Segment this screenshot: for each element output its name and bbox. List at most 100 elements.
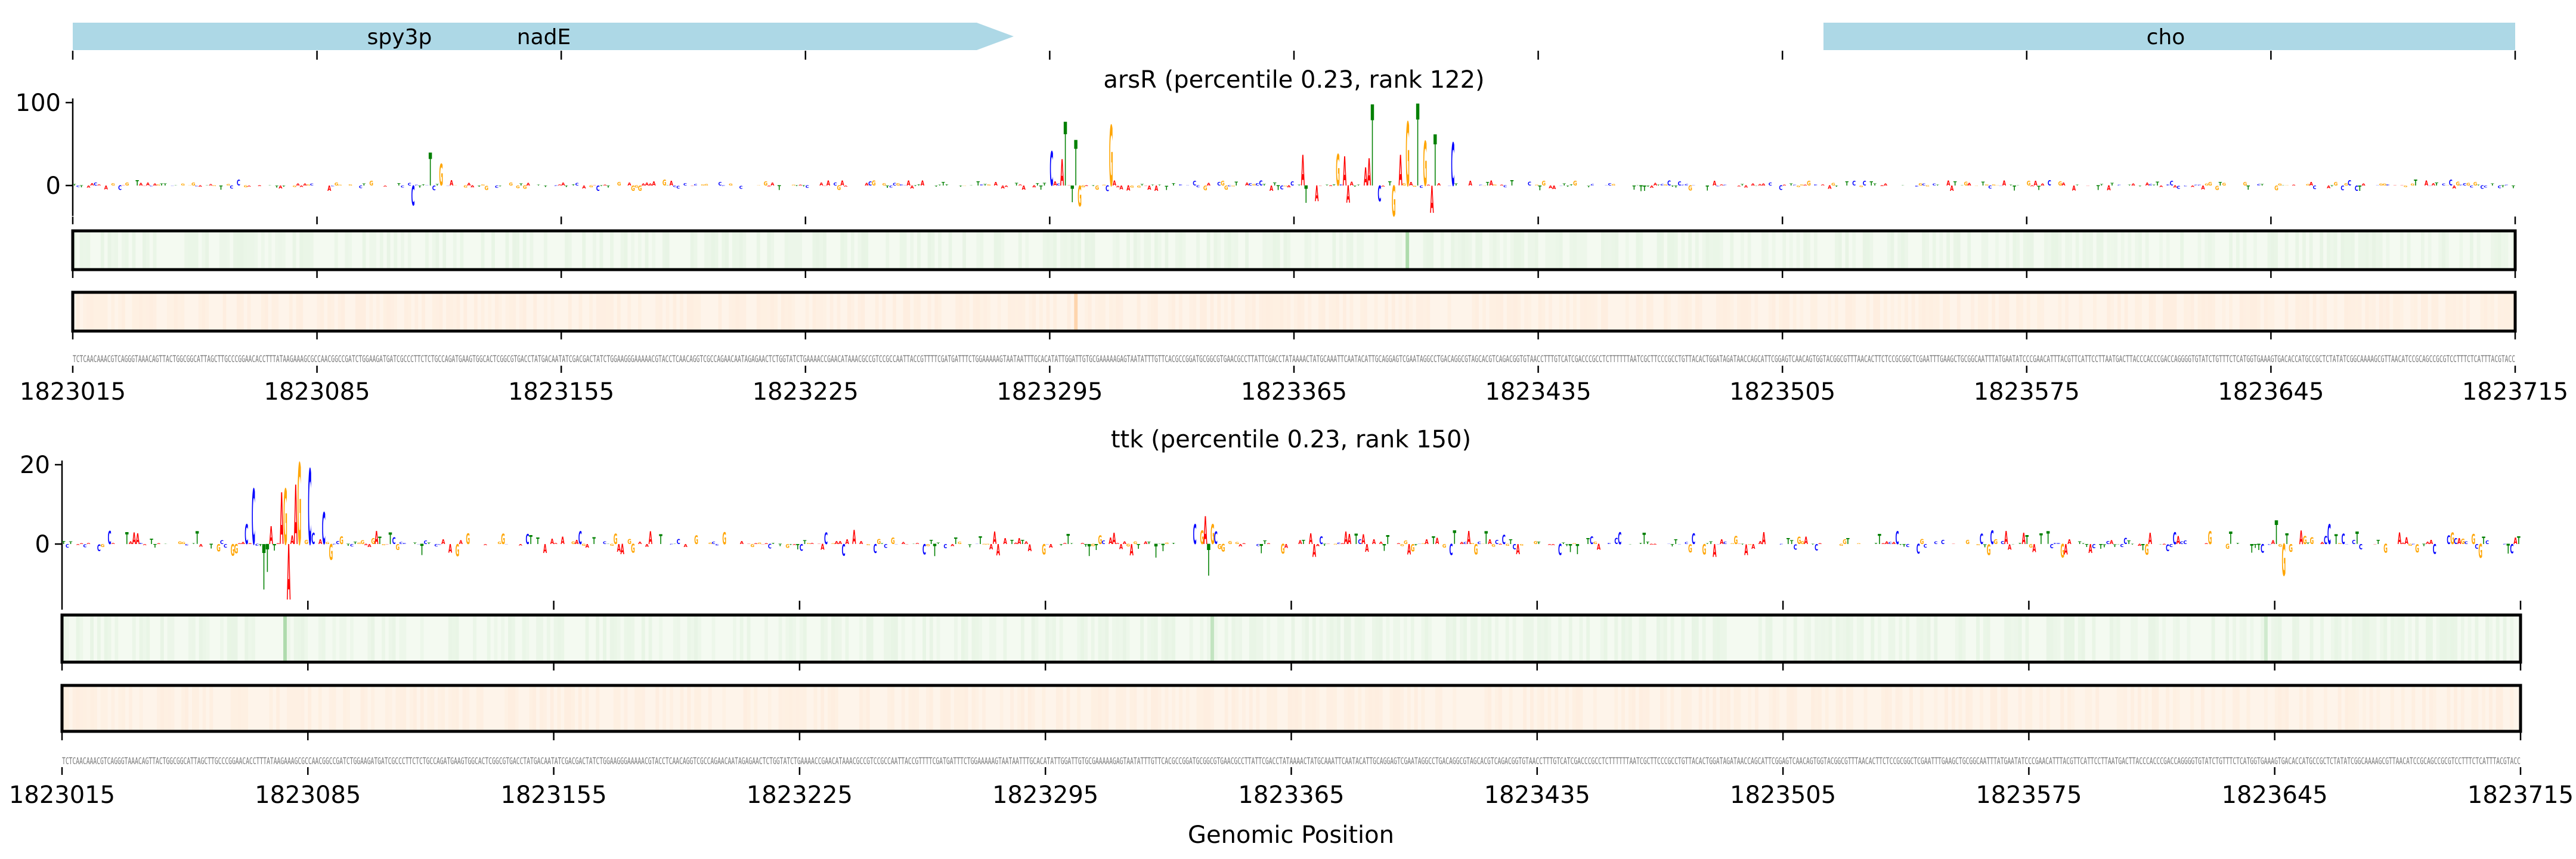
heatmap-cell: [1604, 231, 1608, 270]
logo-letter-T: T: [160, 183, 163, 186]
logo-letter-T: T: [1043, 182, 1046, 187]
x-tick-label: 1823575: [1976, 781, 2082, 809]
logo-letter-C: C: [1196, 185, 1200, 188]
heatmap-cell: [1740, 292, 1744, 331]
heatmap-cell: [1461, 231, 1465, 270]
heatmap-cell: [1584, 231, 1587, 270]
heatmap-cell: [1936, 292, 1940, 331]
logo-letter-C: C: [842, 541, 846, 560]
logo-letter-T: T: [880, 543, 884, 545]
heatmap-cell: [662, 685, 666, 731]
heatmap-cell: [2351, 231, 2355, 270]
heatmap-cell: [230, 685, 234, 731]
heatmap-cell: [1105, 685, 1109, 731]
logo-letter-T: T: [1454, 183, 1458, 186]
heatmap-cell: [571, 685, 575, 731]
heatmap-cell: [2401, 685, 2405, 731]
heatmap-cell: [1126, 231, 1130, 270]
heatmap-cell: [1993, 685, 1998, 731]
logo-letter-G: G: [2334, 181, 2338, 187]
logo-letter-A: A: [1365, 543, 1368, 555]
logo-letter-G: G: [2145, 542, 2149, 559]
logo-letter-A: A: [993, 529, 996, 548]
logo-letter-G: G: [1423, 129, 1428, 201]
heatmap-cell: [915, 685, 919, 731]
heatmap-cell: [691, 615, 694, 662]
heatmap-cell: [624, 685, 628, 731]
heatmap-cell: [2497, 231, 2501, 270]
logo-letter-A: A: [1004, 186, 1008, 188]
logo-letter-T: T: [1141, 184, 1145, 186]
heatmap-cell: [1720, 615, 1723, 662]
heatmap-cell: [2239, 292, 2243, 331]
x-tick-label: 1823085: [264, 378, 370, 406]
heatmap-cell: [1639, 292, 1643, 331]
heatmap-cell: [954, 615, 958, 662]
heatmap-cell: [448, 685, 452, 731]
heatmap-cell: [732, 292, 736, 331]
logo-letter-A: A: [1516, 542, 1520, 558]
heatmap-cell: [1360, 292, 1364, 331]
logo-letter-A: A: [385, 544, 389, 545]
heatmap-cell: [1695, 231, 1699, 270]
logo-letter-G: G: [2058, 181, 2062, 187]
logo-letter-T: T: [2046, 529, 2050, 549]
logo-letter-A: A: [1649, 544, 1654, 545]
heatmap-cell: [1397, 685, 1401, 731]
heatmap-cell: [1705, 685, 1710, 731]
logo-letter-A: A: [1552, 185, 1556, 190]
heatmap-cell: [1897, 292, 1901, 331]
heatmap-cell: [455, 685, 459, 731]
heatmap-cell: [742, 292, 747, 331]
logo-letter-T: T: [1587, 186, 1591, 188]
heatmap-cell: [278, 231, 283, 270]
heatmap-cell: [1765, 231, 1769, 270]
heatmap-cell: [1636, 292, 1640, 331]
heatmap-cell: [522, 231, 527, 270]
logo-letter-T: T: [354, 541, 357, 545]
heatmap-cell: [306, 231, 310, 270]
heatmap-cell: [2394, 615, 2398, 662]
heatmap-cell: [191, 231, 195, 270]
heatmap-cell: [2176, 685, 2180, 731]
heatmap-cell: [2383, 292, 2386, 331]
heatmap-cell: [735, 231, 739, 270]
heatmap-cell: [1414, 685, 1418, 731]
logo-letter-C: C: [1228, 186, 1231, 187]
heatmap-cell: [1364, 292, 1367, 331]
heatmap-cell: [774, 292, 778, 331]
heatmap-cell: [198, 292, 202, 331]
heatmap-cell: [690, 231, 694, 270]
logo-letter-G: G: [1081, 185, 1085, 188]
heatmap-cell: [2296, 615, 2299, 662]
heatmap-cell: [823, 292, 826, 331]
heatmap-cell: [2067, 615, 2072, 662]
heatmap-cell: [725, 231, 729, 270]
heatmap-cell: [1302, 615, 1305, 662]
logo-letter-T: T: [1565, 543, 1569, 546]
logo-letter-A: A: [1804, 536, 1808, 547]
logo-letter-T: T: [2275, 515, 2278, 552]
heatmap-cell: [2124, 292, 2128, 331]
heatmap-cell: [899, 231, 903, 270]
heatmap-cell: [408, 292, 411, 331]
logo-letter-A: A: [287, 530, 290, 618]
heatmap-cell: [2243, 292, 2247, 331]
heatmap-cell: [420, 685, 424, 731]
logo-letter-C: C: [1193, 519, 1197, 551]
heatmap-cell: [1126, 615, 1130, 662]
logo-letter-A: A: [2176, 534, 2181, 547]
logo-letter-A: A: [1267, 543, 1271, 544]
logo-letter-T: T: [802, 186, 806, 187]
heatmap-cell: [1888, 685, 1892, 731]
heatmap-cell: [2086, 231, 2089, 270]
heatmap-cell: [2240, 615, 2243, 662]
logo-letter-G: G: [2205, 183, 2209, 186]
heatmap-cell: [2233, 685, 2236, 731]
heatmap-cell: [1512, 615, 1516, 662]
logo-letter-T: T: [125, 529, 129, 548]
logo-letter-G: G: [1336, 146, 1340, 196]
logo-letter-T: T: [789, 544, 793, 545]
heatmap-cell: [2366, 615, 2370, 662]
